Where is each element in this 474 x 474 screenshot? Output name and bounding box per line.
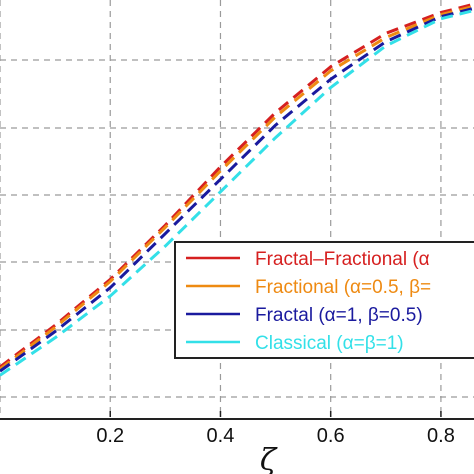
series-line-0 — [0, 2, 474, 369]
x-axis-label: ζ — [260, 443, 278, 474]
legend-label-1: Fractional (α=0.5, β= — [255, 277, 431, 298]
legend-label-2: Fractal (α=1, β=0.5) — [255, 305, 423, 326]
x-tick-label: 0.8 — [427, 425, 455, 447]
series-line-3 — [0, 8, 474, 377]
legend-label-0: Fractal–Fractional (α — [255, 249, 430, 270]
legend-box — [174, 241, 474, 359]
legend: Fractal–Fractional (α Fractional (α=0.5,… — [174, 241, 474, 359]
series-line-2 — [0, 6, 474, 373]
x-tick-label: 0.6 — [317, 425, 345, 447]
series-layer — [0, 2, 474, 377]
legend-label-3: Classical (α=β=1) — [255, 333, 404, 354]
x-tick-label: 0.2 — [96, 425, 124, 447]
x-tick-label: 0.4 — [207, 425, 235, 447]
series-line-1 — [0, 4, 474, 371]
x-ticks: 0.2 0.4 0.6 0.8 — [96, 411, 455, 447]
plot-frame — [0, 418, 474, 420]
